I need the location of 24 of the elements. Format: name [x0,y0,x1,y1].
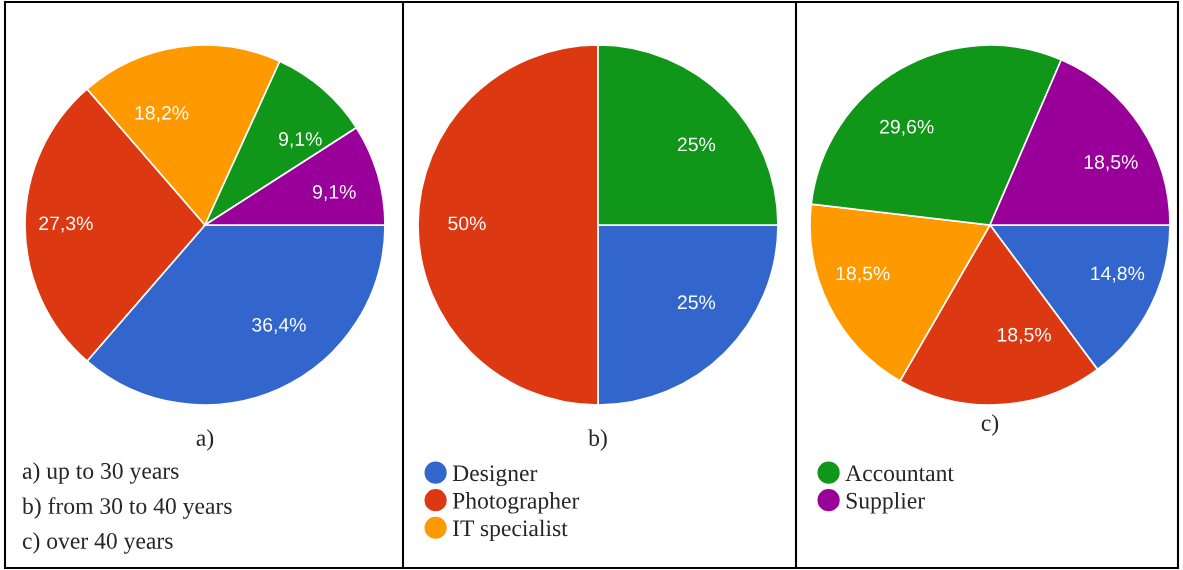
text: c) [981,414,999,436]
legend-label: Designer [452,465,538,487]
legend-label: IT specialist [452,519,568,542]
data-label: 14,8% [1091,266,1145,283]
legend-label: Photographer [452,492,580,514]
text: b) [588,429,607,451]
data-label: 18,5% [997,327,1051,344]
data-label: 25% [677,137,716,152]
data-label: 36,4% [252,317,306,335]
legend-label: Supplier [846,492,925,514]
data-label: 18,2% [135,105,189,123]
data-label: 18,5% [1084,155,1138,172]
data-label: 27,3% [39,216,93,233]
data-label: 9,1% [312,185,356,202]
text: c) over 40 years [22,532,173,554]
text: b) from 30 to 40 years [22,497,232,519]
data-label: 9,1% [278,132,322,149]
text: a) [196,429,214,451]
data-label: 29,6% [880,119,934,136]
data-label: 50% [448,216,486,231]
data-label: 18,5% [836,266,890,283]
legend-label: Accountant [845,465,954,482]
text: a) up to 30 years [22,462,179,484]
data-label: 25% [677,295,716,310]
